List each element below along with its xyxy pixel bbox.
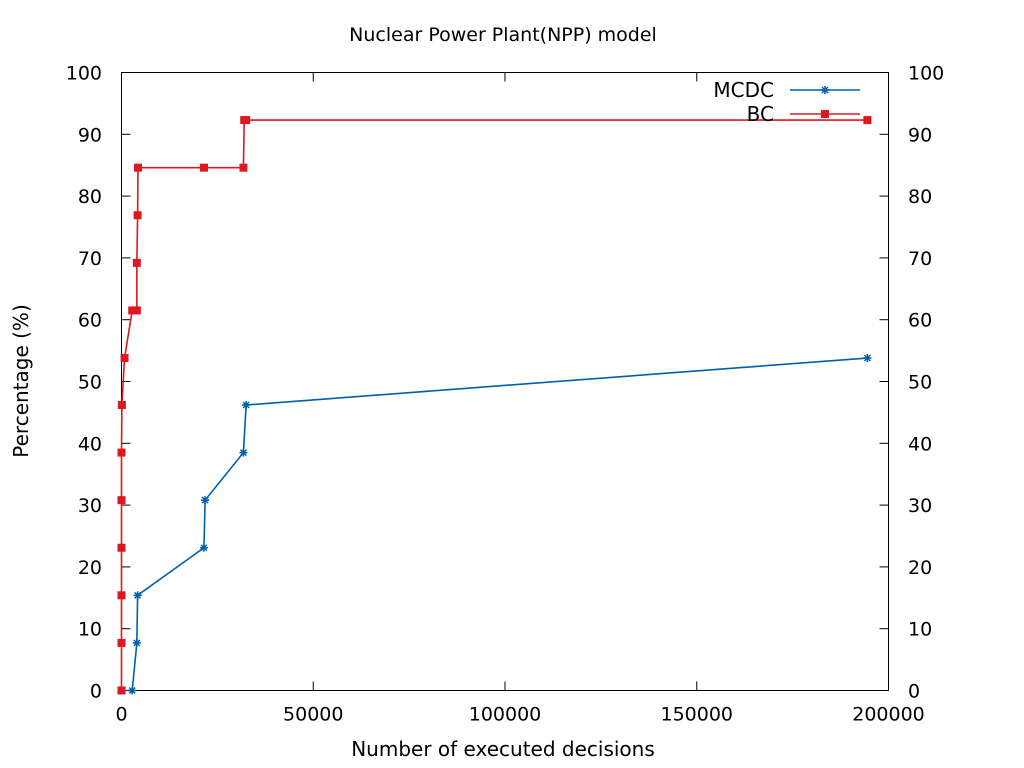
data-point-mcdc <box>199 543 208 552</box>
data-point-bc <box>117 496 126 505</box>
x-tick-label: 50000 <box>283 704 343 726</box>
y-tick-label: 20 <box>78 557 102 579</box>
y-tick-label: 30 <box>78 495 102 517</box>
data-point-mcdc <box>128 686 137 695</box>
data-point-bc <box>128 306 137 315</box>
y-axis-label: Percentage (%) <box>9 304 33 457</box>
series-line-mcdc <box>121 357 868 692</box>
y2-axis-ticks: 0 10 20 30 40 50 60 70 80 90 100 <box>879 63 944 703</box>
y2-tick-label: 90 <box>908 124 932 146</box>
data-point-bc <box>863 116 872 125</box>
chart-title: Nuclear Power Plant(NPP) model <box>349 24 657 46</box>
data-point-mcdc <box>201 496 210 505</box>
y-tick-label: 10 <box>78 619 102 641</box>
data-point-mcdc <box>863 354 872 363</box>
y-tick-label: 50 <box>78 372 102 394</box>
data-point-bc <box>117 686 126 695</box>
data-point-mcdc <box>133 591 142 600</box>
y2-tick-label: 50 <box>908 372 932 394</box>
y-tick-label: 0 <box>90 681 102 703</box>
x-tick-label: 0 <box>115 704 127 726</box>
y-tick-label: 80 <box>78 186 102 208</box>
plot-border <box>121 72 889 691</box>
legend-marker-bc <box>821 110 829 118</box>
data-point-bc <box>117 543 126 552</box>
data-point-bc <box>117 448 126 457</box>
y-tick-label: 100 <box>66 63 102 85</box>
data-point-bc <box>132 306 141 315</box>
y2-tick-label: 20 <box>908 557 932 579</box>
series-line-bc <box>120 119 868 691</box>
data-point-bc <box>117 638 126 647</box>
data-point-bc <box>132 258 141 267</box>
y-tick-label: 90 <box>78 124 102 146</box>
data-point-bc <box>117 400 126 409</box>
x-tick-label: 150000 <box>660 704 733 726</box>
y-tick-label: 40 <box>78 433 102 455</box>
legend-label-mcdc: MCDC <box>713 78 774 102</box>
data-point-bc <box>133 211 142 220</box>
y-tick-label: 60 <box>78 310 102 332</box>
y2-tick-label: 60 <box>908 310 932 332</box>
y2-tick-label: 0 <box>908 681 920 703</box>
y2-tick-label: 70 <box>908 248 932 270</box>
y2-tick-label: 10 <box>908 619 932 641</box>
series-bc <box>117 116 872 695</box>
data-point-mcdc <box>239 448 248 457</box>
data-point-bc <box>242 116 251 125</box>
x-axis-ticks: 0 50000 100000 150000 200000 <box>115 72 925 726</box>
data-point-bc <box>133 163 142 172</box>
x-axis-label: Number of executed decisions <box>351 737 655 761</box>
data-point-bc <box>120 354 129 363</box>
data-point-bc <box>117 591 126 600</box>
y2-tick-label: 40 <box>908 433 932 455</box>
series-layer <box>117 116 872 695</box>
data-point-mcdc <box>132 638 141 647</box>
data-point-bc <box>199 163 208 172</box>
series-mcdc <box>117 354 872 695</box>
legend-label-bc: BC <box>747 102 774 126</box>
legend-marker-mcdc <box>821 86 829 94</box>
y2-tick-label: 30 <box>908 495 932 517</box>
y2-tick-label: 100 <box>908 63 944 85</box>
y-axis-ticks: 0 10 20 30 40 50 60 70 80 90 100 <box>66 63 131 703</box>
x-tick-label: 200000 <box>852 704 925 726</box>
y2-tick-label: 80 <box>908 186 932 208</box>
data-point-mcdc <box>242 400 251 409</box>
y-tick-label: 70 <box>78 248 102 270</box>
x-tick-label: 100000 <box>469 704 542 726</box>
data-point-bc <box>239 163 248 172</box>
